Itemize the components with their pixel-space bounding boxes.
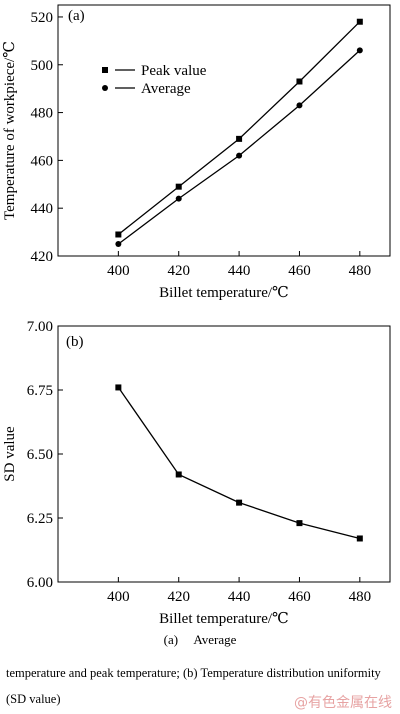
- x-tick-label: 480: [349, 589, 372, 605]
- y-tick-label: 420: [31, 249, 54, 265]
- panel-label: (a): [68, 8, 85, 24]
- data-point: [236, 152, 243, 159]
- data-point: [115, 384, 122, 391]
- y-tick-label: 500: [31, 58, 54, 74]
- panel-label: (b): [66, 334, 84, 350]
- x-tick-label: 460: [288, 263, 311, 279]
- x-tick-label: 480: [349, 263, 372, 279]
- x-tick-label: 420: [167, 263, 190, 279]
- x-axis-label: Billet temperature/℃: [159, 611, 289, 627]
- x-axis-label: Billet temperature/℃: [159, 285, 289, 301]
- y-axis-label: SD value: [2, 426, 18, 482]
- y-tick-label: 440: [31, 201, 54, 217]
- y-tick-label: 7.00: [27, 319, 53, 335]
- plot-frame: [57, 4, 391, 257]
- plot-frame: [57, 325, 391, 583]
- data-point: [236, 499, 243, 506]
- data-point: [175, 195, 182, 202]
- data-point: [175, 471, 182, 478]
- data-point: [115, 231, 122, 238]
- data-point: [296, 520, 303, 527]
- caption-part-a: (a) Average: [0, 632, 400, 648]
- x-tick-label: 400: [107, 589, 130, 605]
- data-point: [356, 535, 363, 542]
- x-tick-label: 420: [167, 589, 190, 605]
- y-tick-label: 6.00: [27, 575, 53, 591]
- y-tick-label: 6.50: [27, 447, 53, 463]
- figure-canvas: 400 420 440 460 480 420 440 460 480 500 520 Billet …: [2, 4, 391, 627]
- x-tick-label: 400: [107, 263, 130, 279]
- data-point: [115, 241, 122, 248]
- data-point: [296, 102, 303, 109]
- data-point: [236, 135, 243, 142]
- data-point: [175, 183, 182, 190]
- legend-marker: [102, 67, 108, 73]
- legend-label: Peak value: [141, 63, 207, 79]
- chart-panel-a: 400 420 440 460 480 420 440 460 480 500 520 Billet …: [2, 4, 391, 301]
- chart-panel-b: 400 420 440 460 480 6.00 6.25 6.50 6.75 7.00 Bille…: [2, 319, 391, 627]
- x-tick-label: 440: [228, 589, 251, 605]
- data-point: [356, 18, 363, 25]
- y-tick-label: 6.75: [27, 383, 53, 399]
- watermark: @有色金属在线: [294, 695, 392, 711]
- data-point: [356, 47, 363, 54]
- data-point: [296, 78, 303, 85]
- y-tick-label: 480: [31, 106, 54, 122]
- caption-rest: temperature and peak temperature; (b) Te…: [6, 666, 381, 706]
- series-line-average: [118, 49, 361, 245]
- x-tick-label: 460: [288, 589, 311, 605]
- legend-marker: [102, 85, 108, 91]
- series-line-sd: [117, 387, 360, 540]
- caption-part-a-text: Average: [193, 632, 237, 647]
- y-tick-label: 460: [31, 153, 54, 169]
- caption-part-a-letter: (a): [163, 632, 179, 647]
- legend-label: Average: [141, 81, 191, 97]
- y-tick-label: 520: [31, 10, 54, 26]
- y-axis-label: Temperature of workpiece/℃: [2, 41, 18, 220]
- series-line-peak-value: [117, 21, 361, 236]
- y-tick-label: 6.25: [27, 511, 53, 527]
- x-tick-label: 440: [228, 263, 251, 279]
